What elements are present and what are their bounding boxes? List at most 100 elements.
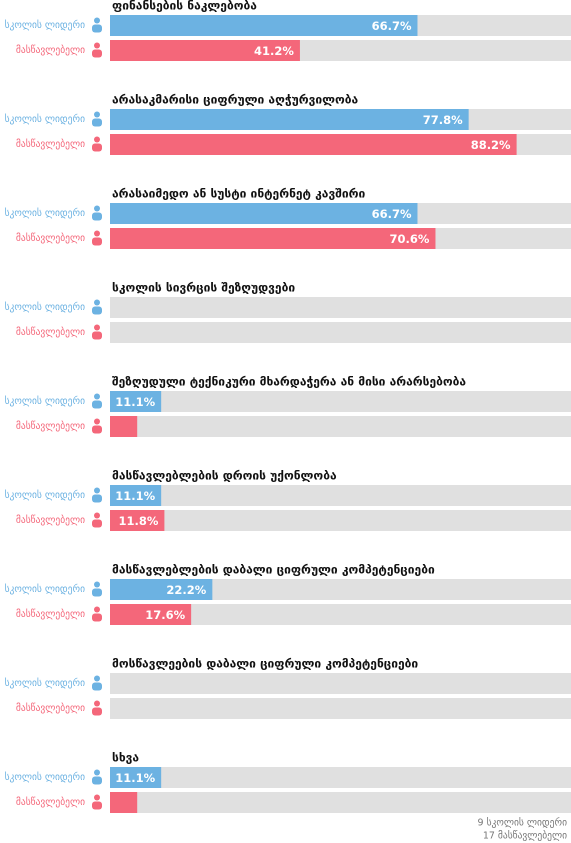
category-title: არასაკმარისი ციფრული აღჭურვილობა bbox=[112, 93, 359, 107]
icon-head bbox=[94, 299, 100, 306]
track bbox=[110, 673, 571, 694]
icon-body bbox=[92, 494, 102, 503]
value-label: 77.8% bbox=[423, 113, 463, 127]
bar bbox=[110, 579, 213, 600]
icon-body bbox=[92, 776, 102, 785]
value-label: 11.1% bbox=[115, 489, 155, 503]
series-label: სკოლის ლიდერი bbox=[5, 490, 85, 501]
icon-body bbox=[92, 588, 102, 597]
footer-text: 17 მასწავლებელი bbox=[483, 831, 567, 842]
icon-head bbox=[94, 487, 100, 494]
icon-body bbox=[92, 49, 102, 58]
icon-head bbox=[94, 581, 100, 588]
icon-head bbox=[94, 136, 100, 143]
bar bbox=[110, 391, 162, 412]
series-label: მასწავლებელი bbox=[16, 515, 85, 526]
track bbox=[110, 579, 571, 600]
bar bbox=[110, 485, 162, 506]
value-label: 11.8% bbox=[118, 514, 158, 528]
icon-head bbox=[94, 675, 100, 682]
bar bbox=[110, 604, 192, 625]
bar bbox=[110, 15, 418, 36]
series-label: სკოლის ლიდერი bbox=[5, 20, 85, 31]
track bbox=[110, 698, 571, 719]
series-label: სკოლის ლიდერი bbox=[5, 584, 85, 595]
icon-head bbox=[94, 230, 100, 237]
category-title: შეზღუდული ტექნიკური მხარდაჭერა ან მისი ა… bbox=[112, 375, 466, 389]
track bbox=[110, 510, 571, 531]
footer-text: 9 სკოლის ლიდერი bbox=[478, 818, 568, 829]
icon-body bbox=[92, 801, 102, 810]
category-title: სკოლის სივრცის შეზღუდვები bbox=[112, 281, 295, 295]
series-label: სკოლის ლიდერი bbox=[5, 678, 85, 689]
icon-body bbox=[92, 425, 102, 434]
series-label: სკოლის ლიდერი bbox=[5, 208, 85, 219]
icon-body bbox=[92, 400, 102, 409]
track bbox=[110, 792, 571, 813]
value-label: 17.6% bbox=[145, 608, 185, 622]
bar bbox=[110, 510, 165, 531]
series-label: მასწავლებელი bbox=[16, 797, 85, 808]
icon-head bbox=[94, 393, 100, 400]
series-label: მასწავლებელი bbox=[16, 609, 85, 620]
icon-body bbox=[92, 519, 102, 528]
track bbox=[110, 604, 571, 625]
icon-head bbox=[94, 606, 100, 613]
icon-head bbox=[94, 17, 100, 24]
track bbox=[110, 297, 571, 318]
icon-body bbox=[92, 143, 102, 152]
icon-head bbox=[94, 769, 100, 776]
icon-body bbox=[92, 707, 102, 716]
series-label: სკოლის ლიდერი bbox=[5, 114, 85, 125]
icon-body bbox=[92, 237, 102, 246]
series-label: მასწავლებელი bbox=[16, 703, 85, 714]
category-title: მასწავლებლების დაბალი ციფრული კომპეტენცი… bbox=[112, 563, 435, 577]
bar bbox=[110, 134, 517, 155]
bar bbox=[110, 767, 162, 788]
icon-head bbox=[94, 324, 100, 331]
icon-body bbox=[92, 682, 102, 691]
bar bbox=[110, 40, 300, 61]
icon-head bbox=[94, 418, 100, 425]
track bbox=[110, 322, 571, 343]
series-label: მასწავლებელი bbox=[16, 421, 85, 432]
icon-head bbox=[94, 700, 100, 707]
value-label: 70.6% bbox=[390, 232, 430, 246]
value-label: 66.7% bbox=[372, 207, 412, 221]
icon-body bbox=[92, 212, 102, 221]
bar bbox=[110, 416, 138, 437]
category-title: ფინანსების ნაკლებობა bbox=[112, 0, 257, 13]
category-title: მოსწავლეების დაბალი ციფრული კომპეტენციებ… bbox=[112, 657, 418, 671]
category-title: სხვა bbox=[112, 751, 139, 765]
value-label: 22.2% bbox=[166, 583, 206, 597]
icon-head bbox=[94, 205, 100, 212]
bar bbox=[110, 792, 138, 813]
icon-body bbox=[92, 331, 102, 340]
series-label: მასწავლებელი bbox=[16, 233, 85, 244]
value-label: 41.2% bbox=[254, 44, 294, 58]
icon-head bbox=[94, 512, 100, 519]
icon-body bbox=[92, 306, 102, 315]
series-label: სკოლის ლიდერი bbox=[5, 772, 85, 783]
series-label: მასწავლებელი bbox=[16, 139, 85, 150]
series-label: მასწავლებელი bbox=[16, 45, 85, 56]
icon-body bbox=[92, 24, 102, 33]
icon-head bbox=[94, 794, 100, 801]
bar bbox=[110, 228, 436, 249]
icon-body bbox=[92, 118, 102, 127]
icon-head bbox=[94, 42, 100, 49]
track bbox=[110, 485, 571, 506]
bar bbox=[110, 109, 469, 130]
series-label: სკოლის ლიდერი bbox=[5, 396, 85, 407]
series-label: მასწავლებელი bbox=[16, 327, 85, 338]
icon-body bbox=[92, 613, 102, 622]
track bbox=[110, 416, 571, 437]
icon-head bbox=[94, 111, 100, 118]
series-label: სკოლის ლიდერი bbox=[5, 302, 85, 313]
bar bbox=[110, 203, 418, 224]
value-label: 88.2% bbox=[471, 138, 511, 152]
category-title: არასაიმედო ან სუსტი ინტერნეტ კავშირი bbox=[112, 187, 365, 201]
value-label: 66.7% bbox=[372, 19, 412, 33]
value-label: 11.1% bbox=[115, 395, 155, 409]
